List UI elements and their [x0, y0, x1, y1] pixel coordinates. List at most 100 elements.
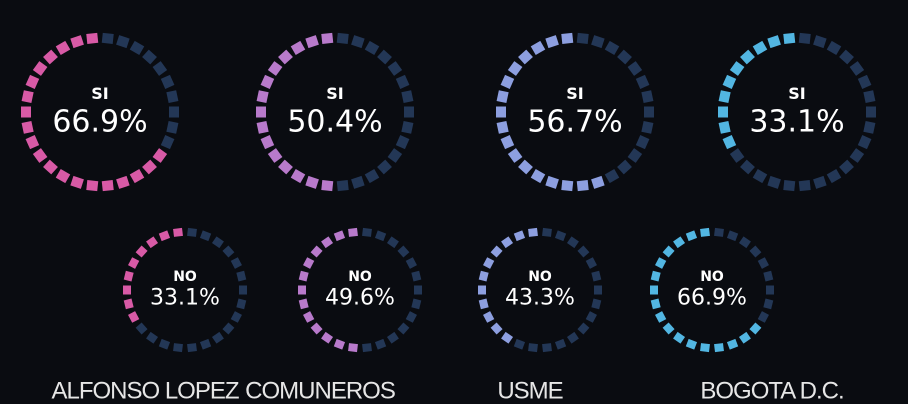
segment — [554, 338, 567, 350]
segment — [387, 61, 403, 76]
segment — [585, 257, 597, 269]
segment — [173, 343, 183, 353]
segment — [513, 338, 526, 350]
segment — [135, 322, 148, 335]
segment — [101, 32, 114, 44]
segment — [298, 270, 309, 282]
segment — [757, 311, 769, 323]
segment — [518, 159, 533, 175]
segment — [700, 227, 710, 237]
district-name: ALFONSO LOPEZ — [51, 377, 238, 404]
segment — [236, 298, 247, 310]
segment — [627, 61, 643, 76]
segment — [662, 245, 675, 258]
gauge-track — [336, 32, 414, 192]
segment — [554, 230, 567, 242]
segment — [673, 236, 686, 249]
answer-label: NO — [528, 269, 552, 285]
segment — [321, 331, 334, 344]
segment — [496, 90, 509, 104]
segment — [798, 32, 811, 44]
percent-label: 66.9% — [677, 285, 747, 310]
segment — [740, 159, 755, 175]
segment — [729, 148, 745, 163]
segment — [25, 135, 40, 150]
segment — [617, 159, 632, 175]
segment — [561, 32, 574, 44]
answer-label: NO — [173, 269, 197, 285]
segment — [70, 175, 84, 189]
segment — [123, 285, 131, 295]
segment — [401, 90, 414, 104]
segment — [187, 343, 197, 353]
segment — [726, 230, 739, 242]
gauge-track — [362, 227, 422, 353]
segment — [414, 285, 422, 295]
segment — [128, 257, 140, 269]
segment — [173, 227, 183, 237]
segment — [863, 120, 876, 134]
segment — [749, 245, 762, 258]
segment — [169, 106, 179, 118]
gauge-track — [729, 32, 876, 192]
segment — [604, 169, 620, 184]
segment — [333, 338, 346, 350]
segment — [404, 106, 414, 118]
segment — [310, 245, 323, 258]
gauge-fill — [298, 227, 358, 353]
segment — [86, 32, 99, 44]
segment — [211, 331, 224, 344]
percent-label: 33.1% — [150, 285, 220, 310]
segment — [55, 40, 71, 55]
segment — [158, 230, 171, 242]
segment — [405, 311, 417, 323]
segment — [714, 227, 724, 237]
segment — [577, 245, 590, 258]
segment — [718, 120, 731, 134]
segment — [21, 120, 34, 134]
gauge-track — [513, 227, 602, 353]
segment — [542, 343, 552, 353]
percent-label: 56.7% — [527, 105, 622, 140]
segment — [336, 180, 349, 192]
segment — [483, 257, 495, 269]
segment — [397, 322, 410, 335]
segment — [513, 230, 526, 242]
segment — [303, 311, 315, 323]
segment — [152, 61, 168, 76]
segment — [518, 49, 533, 65]
segment — [483, 311, 495, 323]
segment — [336, 32, 349, 44]
segment — [501, 331, 514, 344]
segment — [490, 322, 503, 335]
segment — [542, 227, 552, 237]
segment — [290, 169, 306, 184]
segment — [230, 257, 242, 269]
segment — [362, 343, 372, 353]
segment — [594, 285, 602, 295]
segment — [32, 61, 48, 76]
segment — [826, 169, 842, 184]
segment — [507, 61, 523, 76]
segment — [766, 285, 774, 295]
segment — [222, 322, 235, 335]
segment — [478, 270, 489, 282]
segment — [362, 227, 372, 237]
segment — [303, 257, 315, 269]
segment — [726, 338, 739, 350]
segment — [752, 40, 768, 55]
segment — [70, 35, 84, 49]
segment — [411, 298, 422, 310]
segment — [591, 270, 602, 282]
segment — [405, 257, 417, 269]
segment — [142, 159, 157, 175]
answer-label: NO — [700, 269, 724, 285]
segment — [641, 120, 654, 134]
gauge-fill — [478, 227, 538, 344]
segment — [839, 159, 854, 175]
segment — [749, 322, 762, 335]
segment — [718, 90, 731, 104]
segment — [305, 35, 319, 49]
gauge-track — [135, 227, 247, 353]
segment — [401, 120, 414, 134]
